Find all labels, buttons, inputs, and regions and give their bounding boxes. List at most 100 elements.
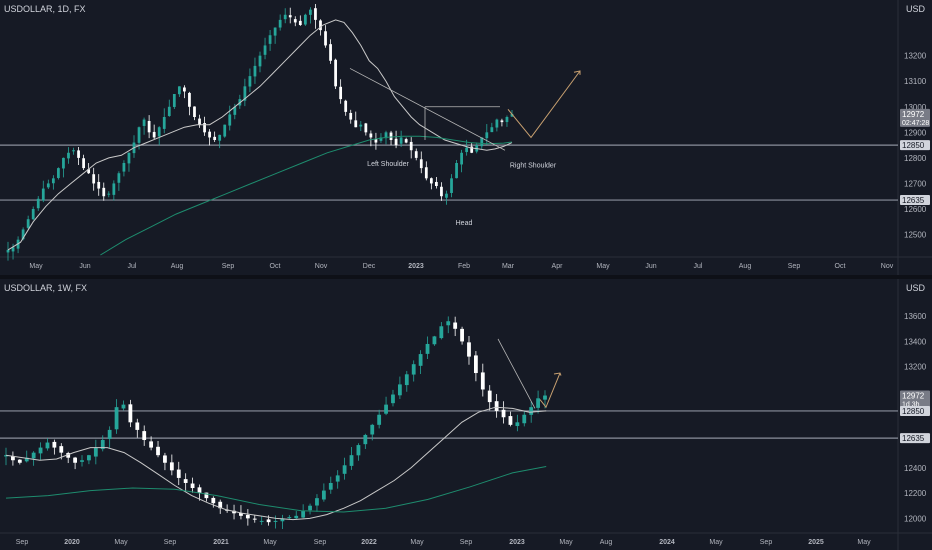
ma-fast-line xyxy=(5,406,547,521)
candle-body xyxy=(263,45,267,55)
candle-body xyxy=(485,132,489,139)
candle-body xyxy=(288,15,292,18)
candle-body xyxy=(67,152,70,159)
x-tick-label: Sep xyxy=(16,539,29,546)
candle-body xyxy=(211,497,216,504)
candle-body xyxy=(128,404,133,423)
candle-body xyxy=(31,452,36,459)
candle-body xyxy=(167,106,171,116)
x-tick-label: Jun xyxy=(79,263,90,270)
candle-body xyxy=(394,138,398,146)
x-tick-label: Sep xyxy=(164,539,177,546)
candle-body xyxy=(24,457,29,462)
chart-background xyxy=(0,279,932,550)
candle-body xyxy=(287,517,292,519)
candle-body xyxy=(328,482,333,490)
candle-body xyxy=(51,178,55,184)
candle-body xyxy=(480,137,484,147)
candle-body xyxy=(127,152,131,164)
candle-body xyxy=(490,127,494,133)
candle-body xyxy=(500,120,504,123)
candle-body xyxy=(335,475,340,482)
x-tick-label: Dec xyxy=(363,263,376,270)
candle-body xyxy=(122,163,126,172)
candle-body xyxy=(11,247,15,252)
candle-body xyxy=(364,123,368,133)
x-tick-label: Sep xyxy=(460,539,473,546)
price-label-box xyxy=(900,108,930,127)
candle-body xyxy=(223,124,227,137)
candle-body xyxy=(409,141,413,151)
candle-body xyxy=(522,414,527,424)
candle-body xyxy=(213,136,217,140)
candle-body xyxy=(342,465,347,474)
candle-body xyxy=(397,384,402,396)
price-label-box xyxy=(900,405,930,416)
candle-body xyxy=(399,137,403,144)
projection-arrowhead xyxy=(573,70,581,75)
candle-body xyxy=(446,321,451,326)
pattern-annotation[interactable]: Left Shoulder xyxy=(367,161,409,168)
candle-body xyxy=(169,462,174,471)
candle-body xyxy=(429,178,433,184)
candle-body xyxy=(259,520,264,522)
x-tick-label: Jul xyxy=(128,263,137,270)
candle-body xyxy=(308,505,312,511)
candle-body xyxy=(218,134,222,141)
pattern-annotation[interactable]: Right Shoulder xyxy=(510,163,557,170)
x-tick-label: May xyxy=(114,539,128,546)
x-tick-label: Aug xyxy=(171,263,184,270)
weekly-chart-pane[interactable]: USDOLLAR, 1W, FX USD 13600 13400 13200 1240… xyxy=(0,279,932,550)
candle-body xyxy=(467,342,471,357)
candle-body xyxy=(117,173,121,183)
price-label-text: 12635 xyxy=(902,434,925,443)
candle-body xyxy=(529,407,534,415)
candle-body xyxy=(487,390,492,403)
x-tick-label: Nov xyxy=(881,263,894,270)
candle-body xyxy=(379,137,383,141)
candle-body xyxy=(354,120,358,128)
price-label-text: 12635 xyxy=(902,196,925,205)
candle-body xyxy=(112,183,116,195)
projection-path[interactable] xyxy=(507,70,581,139)
candle-body xyxy=(278,19,282,28)
candle-body xyxy=(197,487,202,494)
price-label-box xyxy=(900,195,930,206)
candle-body xyxy=(4,455,8,457)
candle-body xyxy=(303,14,307,25)
candle-body xyxy=(369,133,373,138)
x-tick-label: Jun xyxy=(645,263,656,270)
candle-body xyxy=(233,106,237,115)
y-tick-label: 12000 xyxy=(904,514,927,523)
y-tick-label: 12200 xyxy=(904,489,927,498)
candle-body xyxy=(162,117,166,129)
daily-chart-svg[interactable]: 13200 13100 13000 12900 12800 12700 12600 12500… xyxy=(0,0,932,275)
price-label-countdown: 1d 3h xyxy=(902,402,920,409)
candle-body xyxy=(188,92,191,107)
weekly-projection-path[interactable] xyxy=(539,372,561,409)
x-tick-label: Apr xyxy=(552,263,564,270)
candle-body xyxy=(460,152,463,165)
candle-body xyxy=(100,440,105,450)
candle-body xyxy=(543,395,547,400)
y-tick-label: 12700 xyxy=(904,179,927,188)
candle-body xyxy=(245,514,250,519)
pattern-annotation[interactable]: Head xyxy=(456,220,473,227)
x-tick-label: 2022 xyxy=(361,539,377,546)
candle-body xyxy=(460,328,464,342)
weekly-trend-line[interactable] xyxy=(497,338,536,409)
candle-body xyxy=(73,457,78,463)
candle-body xyxy=(208,131,211,138)
candle-body xyxy=(38,447,43,454)
candle-body xyxy=(298,20,302,25)
candle-body xyxy=(107,193,111,195)
candle-body xyxy=(82,158,85,169)
pane-divider[interactable] xyxy=(0,275,932,279)
candle-body xyxy=(314,8,317,20)
candle-body xyxy=(473,355,478,374)
candle-body xyxy=(404,139,408,143)
weekly-chart-svg[interactable]: 13600 13400 13200 12400 12200 12000 Sep 2020 May… xyxy=(0,279,932,550)
daily-chart-pane[interactable]: USDOLLAR, 1D, FX USD 13200 13100 13000 1290… xyxy=(0,0,932,275)
neckline-trend[interactable] xyxy=(349,68,506,151)
price-label-box xyxy=(900,140,930,151)
